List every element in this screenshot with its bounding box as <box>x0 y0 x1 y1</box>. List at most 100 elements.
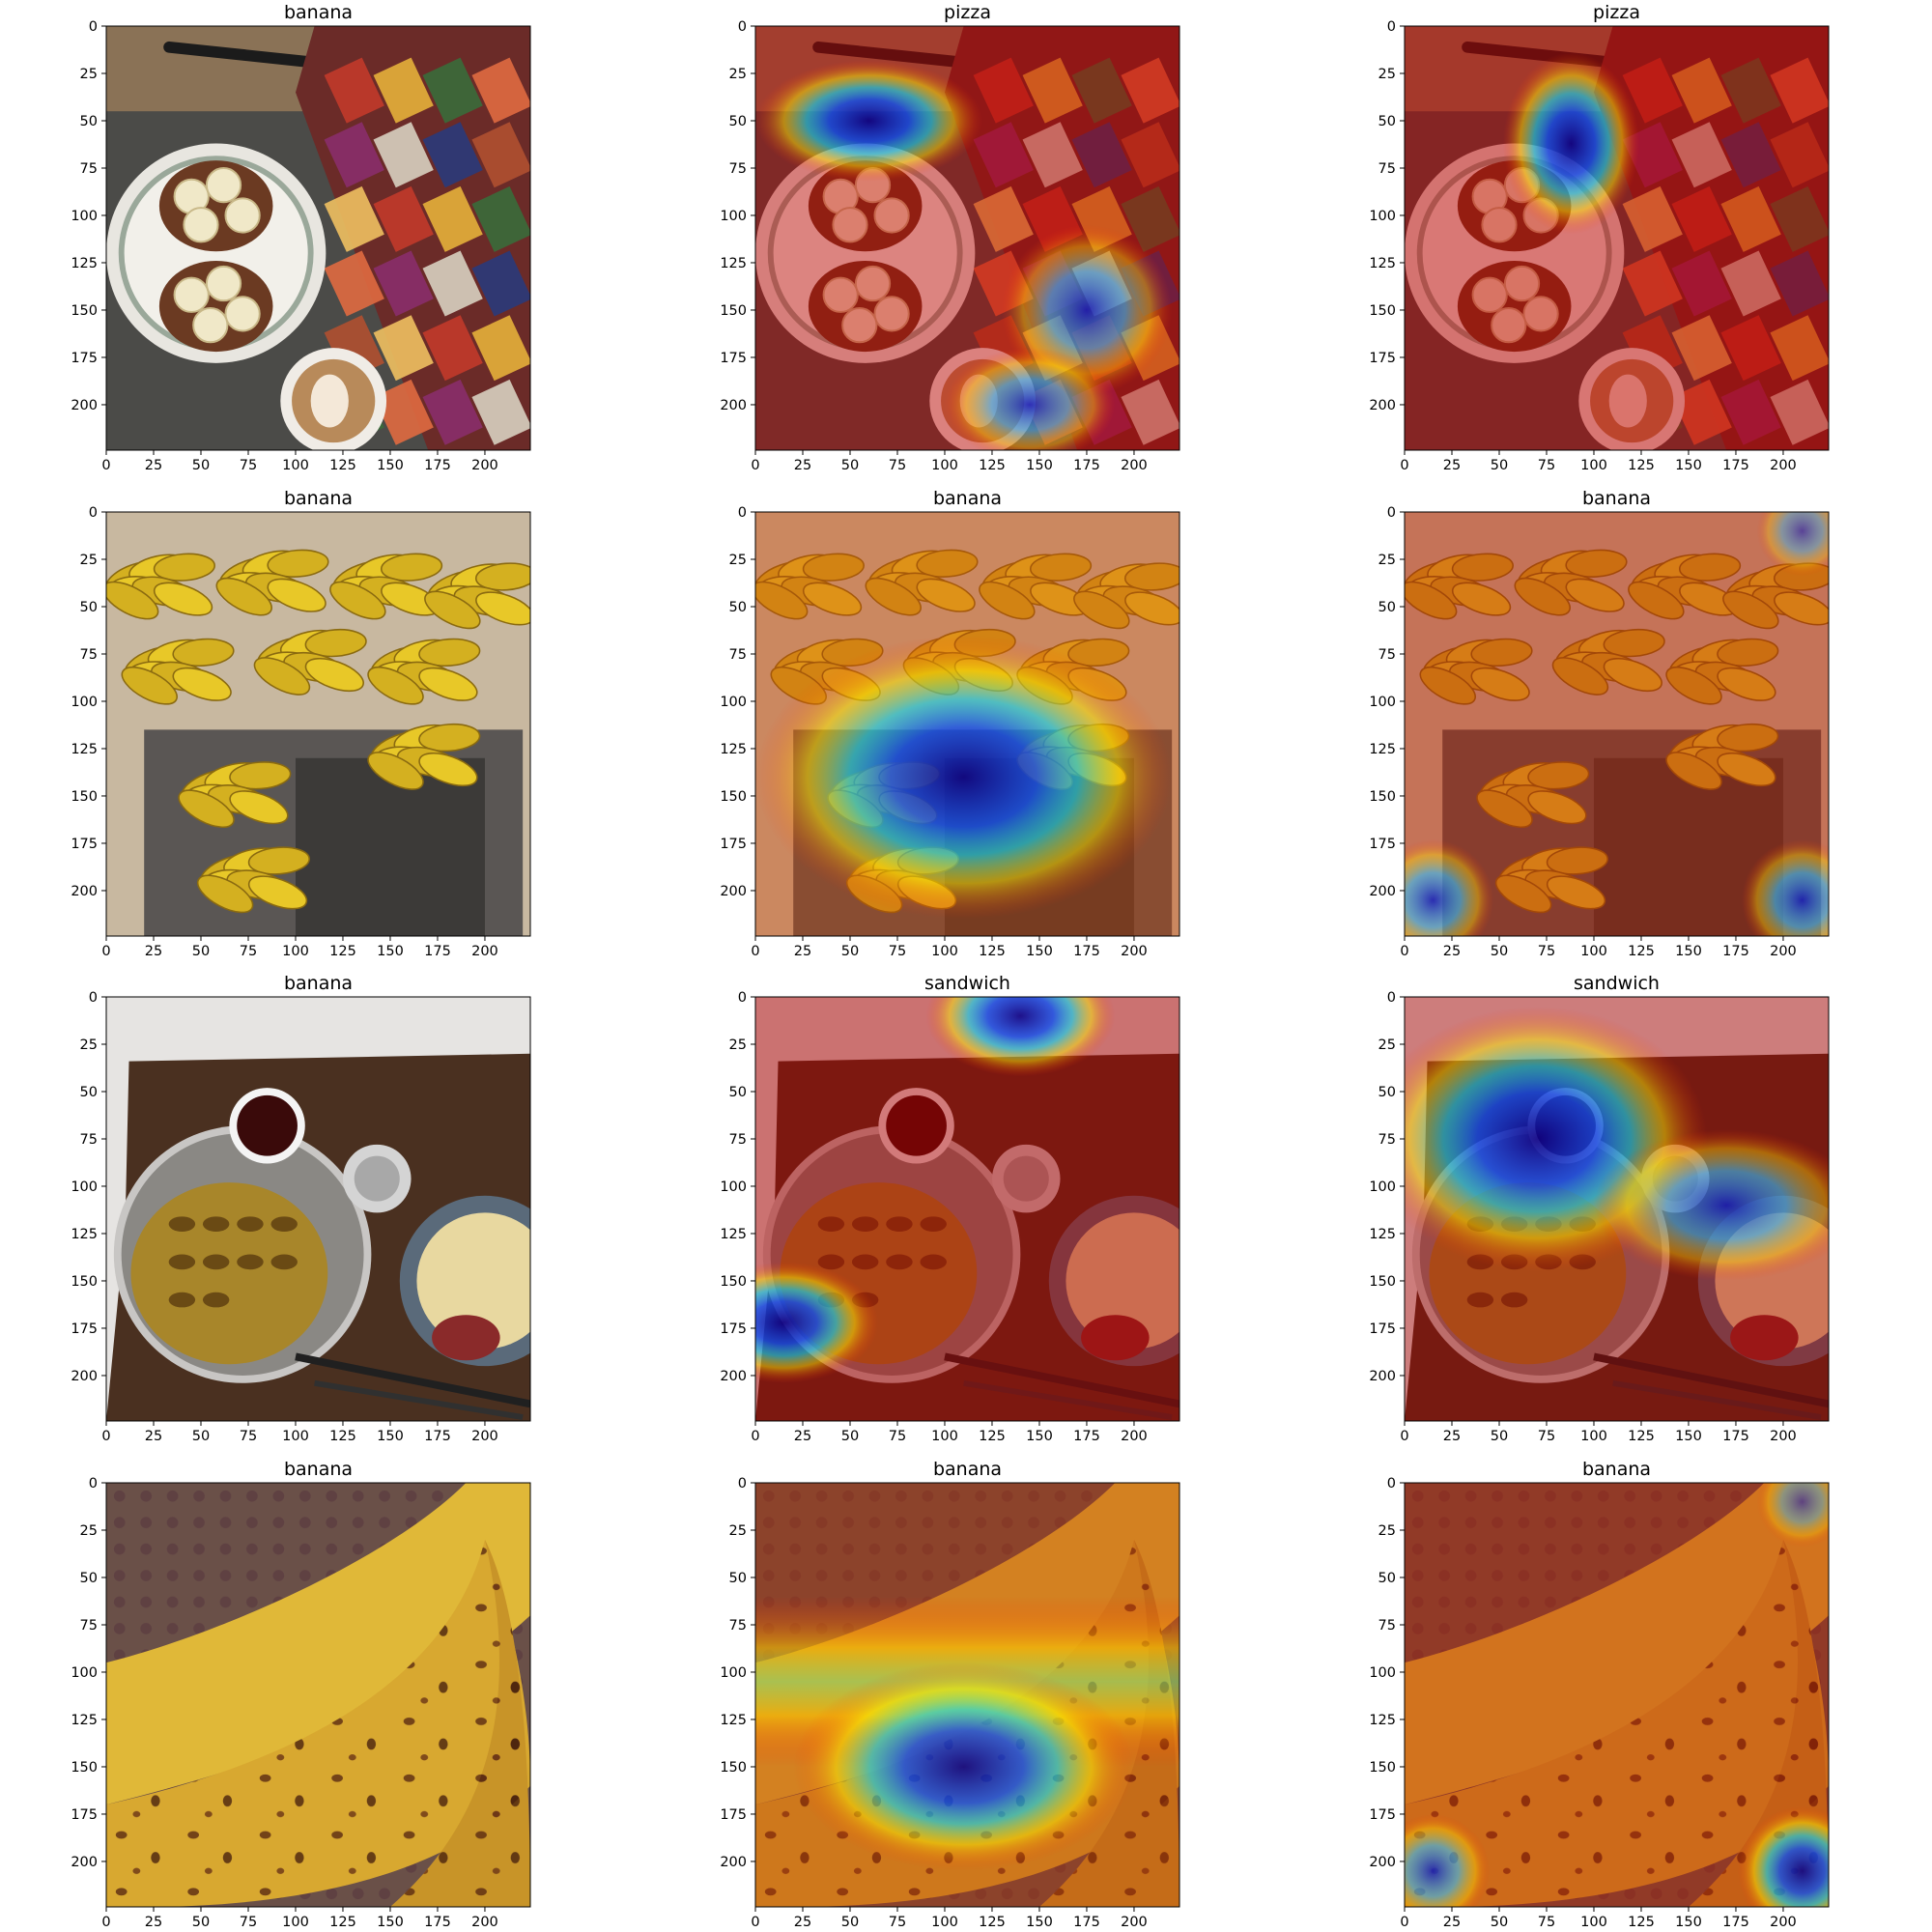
x-tick-label: 0 <box>1400 944 1408 959</box>
x-tick-label: 150 <box>1675 458 1702 473</box>
y-tick-label: 200 <box>71 398 98 413</box>
y-tick-label: 150 <box>71 1274 98 1290</box>
heatmap-overlay <box>755 512 1179 936</box>
heatmap-overlay <box>1405 1483 1829 1907</box>
y-tick-label: 25 <box>1378 1037 1396 1053</box>
y-tick-label: 200 <box>720 1855 747 1870</box>
axes-frame <box>754 1482 1180 1908</box>
x-tick-label: 175 <box>424 1915 451 1930</box>
x-tick-label: 125 <box>979 944 1006 959</box>
y-tick-label: 200 <box>1369 1855 1396 1870</box>
x-tick-label: 150 <box>1026 1429 1053 1444</box>
x-tick-label: 50 <box>1491 458 1508 473</box>
x-tick-label: 150 <box>1675 944 1702 959</box>
x-tick-label: 125 <box>1628 1915 1655 1930</box>
y-tick-label: 125 <box>71 1713 98 1728</box>
y-tick-label: 0 <box>1387 19 1396 35</box>
y-tick-label: 50 <box>80 600 98 615</box>
y-tick-label: 100 <box>71 209 98 224</box>
hanging-banana-bunches-image <box>1405 512 1829 936</box>
y-tick-label: 200 <box>1369 1369 1396 1384</box>
x-tick-label: 50 <box>841 1915 859 1930</box>
x-tick-label: 50 <box>841 458 859 473</box>
y-tick-label: 50 <box>80 1571 98 1586</box>
y-tick-label: 100 <box>1369 209 1396 224</box>
y-tick-label: 125 <box>720 1227 747 1242</box>
y-tick-label: 25 <box>729 553 747 568</box>
x-tick-label: 0 <box>751 1429 759 1444</box>
x-tick-label: 0 <box>1400 1915 1408 1930</box>
x-tick-label: 75 <box>1538 1429 1555 1444</box>
y-tick-label: 100 <box>720 1665 747 1681</box>
x-tick-label: 150 <box>1675 1915 1702 1930</box>
heatmap-overlay <box>1405 26 1829 450</box>
panel-title: banana <box>933 488 1002 509</box>
y-tick-label: 75 <box>1378 1618 1396 1634</box>
x-tick-label: 25 <box>794 944 811 959</box>
panel-title: pizza <box>1593 2 1640 23</box>
y-tick-label: 100 <box>1369 1665 1396 1681</box>
x-tick-label: 125 <box>979 458 1006 473</box>
y-tick-label: 100 <box>1369 695 1396 710</box>
x-tick-label: 200 <box>1121 458 1148 473</box>
y-tick-label: 200 <box>720 884 747 899</box>
y-tick-label: 150 <box>720 1760 747 1776</box>
panel-r1-c2: banana 0 0 25 25 50 50 75 75 100 100 125 125 150 150 17… <box>1369 488 1830 959</box>
y-tick-label: 175 <box>71 1321 98 1337</box>
x-tick-label: 25 <box>145 944 162 959</box>
x-tick-label: 125 <box>979 1429 1006 1444</box>
y-tick-label: 150 <box>1369 1760 1396 1776</box>
x-tick-label: 200 <box>1770 944 1797 959</box>
panel-r0-c1: pizza 0 0 25 25 50 50 75 75 100 100 125 125 150 150 175… <box>720 2 1180 473</box>
y-tick-label: 150 <box>1369 1274 1396 1290</box>
hanging-banana-bunches-image <box>106 512 530 936</box>
panel-title: banana <box>933 1459 1002 1480</box>
x-tick-label: 125 <box>1628 944 1655 959</box>
y-tick-label: 25 <box>80 67 98 82</box>
x-tick-label: 175 <box>424 458 451 473</box>
x-tick-label: 75 <box>889 944 906 959</box>
breakfast-plate-with-magazine-image <box>755 26 1179 450</box>
x-tick-label: 100 <box>1580 1429 1607 1444</box>
axes-frame <box>105 996 531 1422</box>
panel-r2-c0: banana 0 0 25 25 50 50 75 75 100 100 125 125 150 150 17… <box>71 973 531 1444</box>
x-tick-label: 175 <box>1722 458 1749 473</box>
x-tick-label: 200 <box>1121 944 1148 959</box>
panel-title: sandwich <box>924 973 1010 994</box>
x-tick-label: 100 <box>282 1429 309 1444</box>
x-tick-label: 75 <box>889 1915 906 1930</box>
x-tick-label: 100 <box>282 458 309 473</box>
x-tick-label: 25 <box>145 1915 162 1930</box>
y-tick-label: 50 <box>1378 1571 1396 1586</box>
x-tick-label: 175 <box>1073 458 1100 473</box>
x-tick-label: 100 <box>931 1915 958 1930</box>
y-tick-label: 25 <box>729 67 747 82</box>
panel-r1-c1: banana 0 0 25 25 50 50 75 75 100 100 125 125 150 150 17… <box>720 488 1180 959</box>
panel-title: banana <box>284 973 353 994</box>
x-tick-label: 75 <box>240 1429 257 1444</box>
x-tick-label: 75 <box>1538 1915 1555 1930</box>
x-tick-label: 125 <box>329 1915 356 1930</box>
axes-frame <box>1404 25 1830 451</box>
y-tick-label: 75 <box>729 647 747 663</box>
x-tick-label: 175 <box>1073 944 1100 959</box>
x-tick-label: 150 <box>1026 1915 1053 1930</box>
y-tick-label: 125 <box>1369 742 1396 757</box>
y-tick-label: 25 <box>80 1037 98 1053</box>
y-tick-label: 75 <box>80 1132 98 1148</box>
y-tick-label: 25 <box>1378 1523 1396 1539</box>
breakfast-plate-with-magazine-image <box>106 26 530 450</box>
x-tick-label: 125 <box>329 458 356 473</box>
x-tick-label: 50 <box>841 944 859 959</box>
y-tick-label: 150 <box>71 789 98 805</box>
y-tick-label: 150 <box>720 789 747 805</box>
y-tick-label: 50 <box>729 1571 747 1586</box>
y-tick-label: 0 <box>1387 505 1396 521</box>
x-tick-label: 125 <box>1628 458 1655 473</box>
x-tick-label: 175 <box>1073 1915 1100 1930</box>
x-tick-label: 0 <box>751 1915 759 1930</box>
y-tick-label: 0 <box>738 19 747 35</box>
table-with-tea-and-omelette-image <box>755 997 1179 1421</box>
y-tick-label: 125 <box>71 1227 98 1242</box>
